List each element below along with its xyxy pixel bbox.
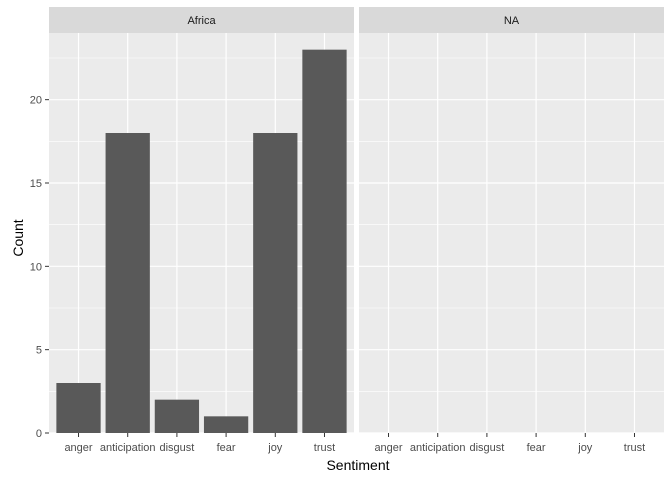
y-tick-label: 0 — [36, 428, 42, 440]
panel-background — [359, 33, 664, 433]
x-tick-label-anticipation: anticipation — [410, 442, 466, 454]
facet-strip-label: Africa — [187, 15, 216, 27]
x-tick-label-joy: joy — [267, 442, 283, 454]
x-tick-label-anger: anger — [374, 442, 402, 454]
x-tick-label-trust: trust — [314, 442, 335, 454]
bar-joy — [253, 133, 298, 433]
y-tick-label: 15 — [30, 178, 42, 190]
y-axis: 0 5 10 15 20 — [30, 95, 49, 440]
bar-fear — [203, 416, 249, 433]
bar-anticipation — [105, 133, 150, 433]
x-tick-label-anticipation: anticipation — [100, 442, 156, 454]
y-axis-title: Count — [10, 219, 26, 256]
x-tick-label-trust: trust — [624, 442, 645, 454]
bar-disgust — [154, 399, 200, 433]
x-tick-label-disgust: disgust — [159, 442, 194, 454]
x-tick-label-disgust: disgust — [469, 442, 504, 454]
x-axis-title: Sentiment — [326, 457, 389, 473]
facet-panel-1: Africa anger anticipation disgust fear joy tru… — [49, 7, 354, 454]
x-tick-label-joy: joy — [577, 442, 593, 454]
facet-panel-2: NA anger anticipation disgust fear joy trust — [359, 7, 664, 454]
facet-strip-label: NA — [504, 15, 520, 27]
x-tick-label-anger: anger — [64, 442, 92, 454]
y-tick-label: 20 — [30, 95, 42, 107]
x-tick-label-fear: fear — [217, 442, 236, 454]
facet-strip — [359, 7, 664, 33]
y-tick-label: 10 — [30, 261, 42, 273]
y-tick-label: 5 — [36, 345, 42, 357]
bar-anger — [56, 383, 101, 433]
facet-strip — [49, 7, 354, 33]
bar-trust — [302, 49, 347, 434]
x-tick-label-fear: fear — [527, 442, 546, 454]
